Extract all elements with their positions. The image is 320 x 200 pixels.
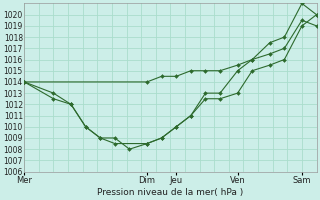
X-axis label: Pression niveau de la mer( hPa ): Pression niveau de la mer( hPa ) [97,188,244,197]
